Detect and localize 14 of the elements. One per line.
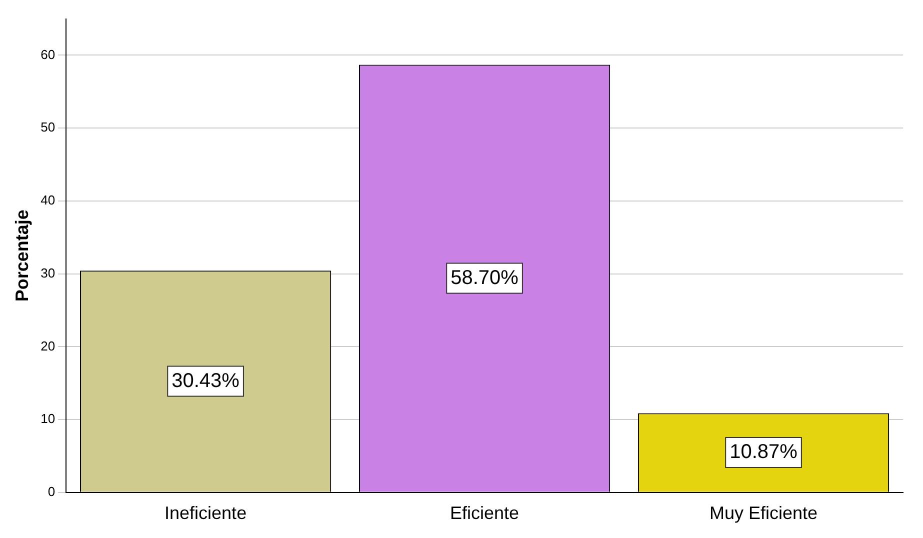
y-tick-label: 40: [40, 192, 56, 208]
data-label: 10.87%: [730, 441, 798, 464]
x-tick-label: Ineficiente: [164, 503, 247, 524]
y-tick-label: 0: [48, 484, 56, 499]
y-tick-label: 20: [40, 338, 56, 354]
y-tick-label: 50: [40, 120, 56, 135]
y-tick-label: 60: [40, 46, 56, 62]
x-tick-label: Muy Eficiente: [709, 503, 818, 524]
y-tick-label: 10: [40, 411, 56, 426]
data-label: 30.43%: [172, 370, 240, 392]
x-tick-label: Eficiente: [450, 503, 520, 524]
data-label: 58.70%: [450, 266, 519, 289]
y-tick-label: 30: [40, 265, 56, 280]
y-axis-title: Porcentaje: [12, 210, 32, 302]
